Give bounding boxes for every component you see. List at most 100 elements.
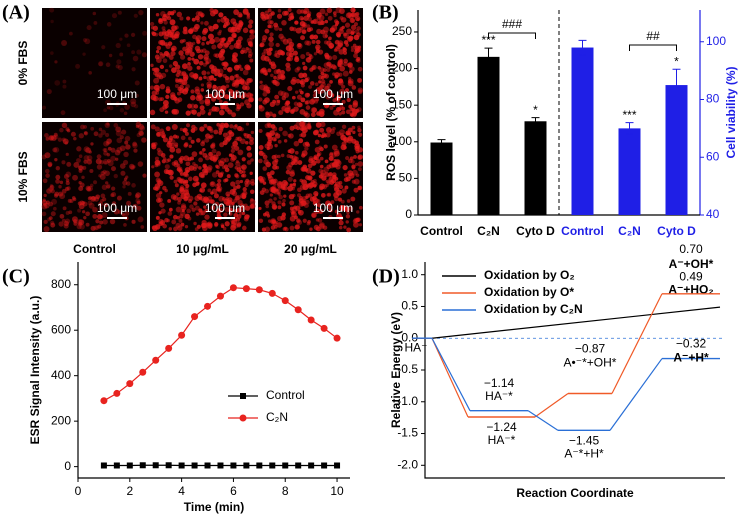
- cell: [161, 26, 166, 31]
- error-bar: [578, 39, 587, 56]
- cell: [124, 33, 129, 38]
- cell: [297, 160, 303, 165]
- cell: [211, 154, 216, 158]
- cell: [217, 188, 222, 193]
- cell: [267, 68, 272, 73]
- cell: [318, 168, 324, 174]
- cell: [286, 164, 292, 171]
- cell: [111, 186, 116, 191]
- cell: [267, 8, 272, 13]
- cell: [85, 185, 91, 191]
- cell: [105, 181, 109, 185]
- cell: [86, 155, 93, 161]
- cell: [47, 217, 52, 222]
- cell: [179, 186, 185, 192]
- cell: [182, 73, 188, 79]
- value-label: −0.87: [575, 342, 606, 356]
- cell: [222, 74, 227, 78]
- cell: [98, 61, 104, 67]
- scale-bar-label: 100 μm: [97, 201, 137, 215]
- cell: [191, 207, 196, 212]
- cell: [225, 84, 230, 88]
- cell: [224, 157, 230, 163]
- cell: [136, 133, 141, 138]
- cell: [208, 151, 213, 157]
- cell: [314, 146, 321, 153]
- cell: [357, 45, 362, 49]
- cell: [108, 105, 114, 111]
- cell: [264, 28, 270, 34]
- x-tick-label: Cyto D: [657, 224, 696, 238]
- cell: [324, 73, 329, 79]
- cell: [275, 52, 281, 58]
- cell: [50, 19, 54, 24]
- cell: [61, 218, 66, 223]
- cell: [348, 104, 353, 109]
- cell: [59, 127, 64, 133]
- cell: [351, 138, 357, 144]
- cell: [55, 174, 61, 180]
- cell: [113, 173, 118, 179]
- cell: [341, 110, 346, 115]
- cell: [217, 185, 223, 192]
- cell: [179, 172, 184, 176]
- cell: [277, 215, 283, 222]
- cell: [286, 154, 291, 158]
- cell: [157, 150, 164, 157]
- cell: [149, 85, 155, 90]
- cell: [164, 31, 170, 37]
- cell: [334, 181, 341, 188]
- cell: [355, 217, 360, 223]
- cell: [324, 40, 329, 45]
- marker: [320, 324, 328, 332]
- cell: [288, 41, 295, 48]
- cell: [350, 48, 355, 53]
- cell: [213, 9, 219, 15]
- cell: [262, 166, 268, 171]
- cell: [243, 49, 248, 54]
- cell: [312, 93, 317, 98]
- cell: [57, 137, 63, 142]
- cell: [296, 219, 302, 225]
- cell: [246, 152, 253, 158]
- cell: [117, 64, 123, 71]
- cell: [78, 203, 85, 210]
- y2-tick-label: 40: [706, 207, 720, 221]
- cell: [345, 109, 351, 115]
- cell: [194, 45, 201, 52]
- cell: [351, 85, 357, 90]
- cell: [281, 105, 287, 112]
- cell: [193, 58, 200, 65]
- cell: [262, 91, 268, 97]
- cell: [328, 152, 334, 158]
- cell: [229, 75, 235, 81]
- cell: [250, 158, 254, 162]
- cell: [41, 211, 47, 217]
- x-tick-label: C₂N: [618, 224, 641, 238]
- cell: [164, 217, 169, 223]
- cell: [236, 221, 242, 227]
- cell: [208, 199, 213, 204]
- cell: [49, 7, 55, 13]
- value-label: −0.32: [676, 337, 707, 351]
- cell: [200, 141, 206, 147]
- cell: [55, 166, 60, 171]
- cell: [271, 154, 277, 160]
- cell: [356, 210, 360, 214]
- cell: [315, 122, 322, 128]
- cell: [103, 140, 109, 147]
- cell: [300, 97, 306, 103]
- cell: [324, 85, 330, 92]
- cell: [219, 40, 225, 46]
- cell: [336, 131, 341, 137]
- cell: [261, 227, 267, 232]
- cell: [311, 107, 318, 113]
- cell: [192, 26, 199, 33]
- cell: [287, 133, 292, 138]
- cell: [237, 126, 243, 132]
- cell: [86, 186, 92, 192]
- y-tick-label: 50: [399, 171, 413, 185]
- cell: [352, 130, 356, 135]
- connector: [527, 410, 559, 431]
- cell: [44, 133, 49, 138]
